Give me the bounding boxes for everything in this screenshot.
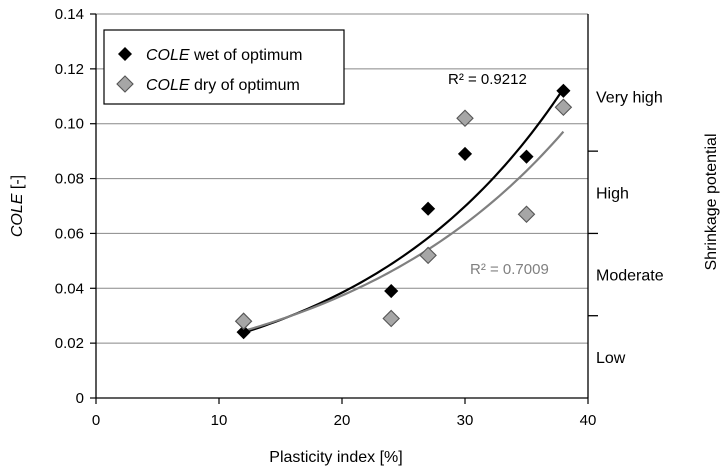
data-point-wet bbox=[384, 283, 399, 299]
data-point-dry bbox=[517, 205, 536, 224]
data-point-wet bbox=[556, 83, 571, 98]
legend-entry-dry: COLE dry of optimum bbox=[146, 77, 300, 94]
y-tick-label: 0.08 bbox=[55, 171, 84, 188]
trendline-wet bbox=[243, 88, 565, 334]
x-axis-label: Plasticity index [%] bbox=[269, 449, 402, 466]
data-point-dry bbox=[419, 246, 437, 265]
zone-label: Low bbox=[596, 350, 626, 367]
y-tick-label: 0 bbox=[76, 390, 84, 407]
y-axis-label: COLE [-] bbox=[9, 175, 26, 237]
data-point-wet bbox=[457, 146, 473, 161]
legend-entry-wet: COLE wet of optimum bbox=[146, 47, 303, 64]
data-point-wet bbox=[519, 149, 534, 164]
trendlines bbox=[243, 88, 565, 334]
x-tick-label: 30 bbox=[457, 412, 474, 429]
data-point-wet bbox=[421, 201, 436, 216]
y-tick-label: 0.12 bbox=[55, 61, 84, 78]
zone-label: High bbox=[596, 185, 629, 202]
r2-label-dry: R² = 0.7009 bbox=[470, 261, 549, 278]
zone-label: Very high bbox=[596, 89, 663, 106]
x-tick-label: 20 bbox=[334, 412, 351, 429]
data-point-dry bbox=[234, 312, 253, 330]
data-point-wet bbox=[236, 325, 251, 340]
data-points bbox=[234, 83, 573, 340]
legend-box bbox=[103, 29, 345, 105]
x-tick-label: 40 bbox=[580, 412, 597, 429]
data-point-dry bbox=[554, 98, 573, 117]
data-point-dry bbox=[382, 309, 400, 328]
y-tick-label: 0.02 bbox=[55, 335, 84, 352]
r2-label-wet: R² = 0.9212 bbox=[448, 71, 527, 88]
data-point-dry bbox=[456, 109, 474, 128]
legend: COLE wet of optimum COLE dry of optimum bbox=[103, 29, 345, 105]
axes bbox=[90, 13, 589, 404]
secondary-axis-label: Shrinkage potential bbox=[703, 134, 720, 271]
y-tick-label: 0.04 bbox=[55, 280, 84, 297]
y-tick-label: 0.10 bbox=[55, 116, 84, 133]
x-tick-label: 10 bbox=[211, 412, 228, 429]
zone-label: Moderate bbox=[596, 268, 664, 285]
trendline-dry bbox=[243, 130, 565, 333]
y-tick-label: 0.14 bbox=[55, 6, 84, 23]
tick-labels: 0 0.02 0.04 0.06 0.08 0.10 0.12 0.14 0 10 20 30 40 bbox=[55, 6, 597, 429]
legend-marker-wet bbox=[118, 47, 132, 61]
shrinkage-zones: Low Moderate High Very high bbox=[588, 89, 664, 367]
x-tick-label: 0 bbox=[92, 412, 100, 429]
y-tick-label: 0.06 bbox=[55, 225, 84, 242]
legend-marker-dry bbox=[116, 75, 134, 93]
